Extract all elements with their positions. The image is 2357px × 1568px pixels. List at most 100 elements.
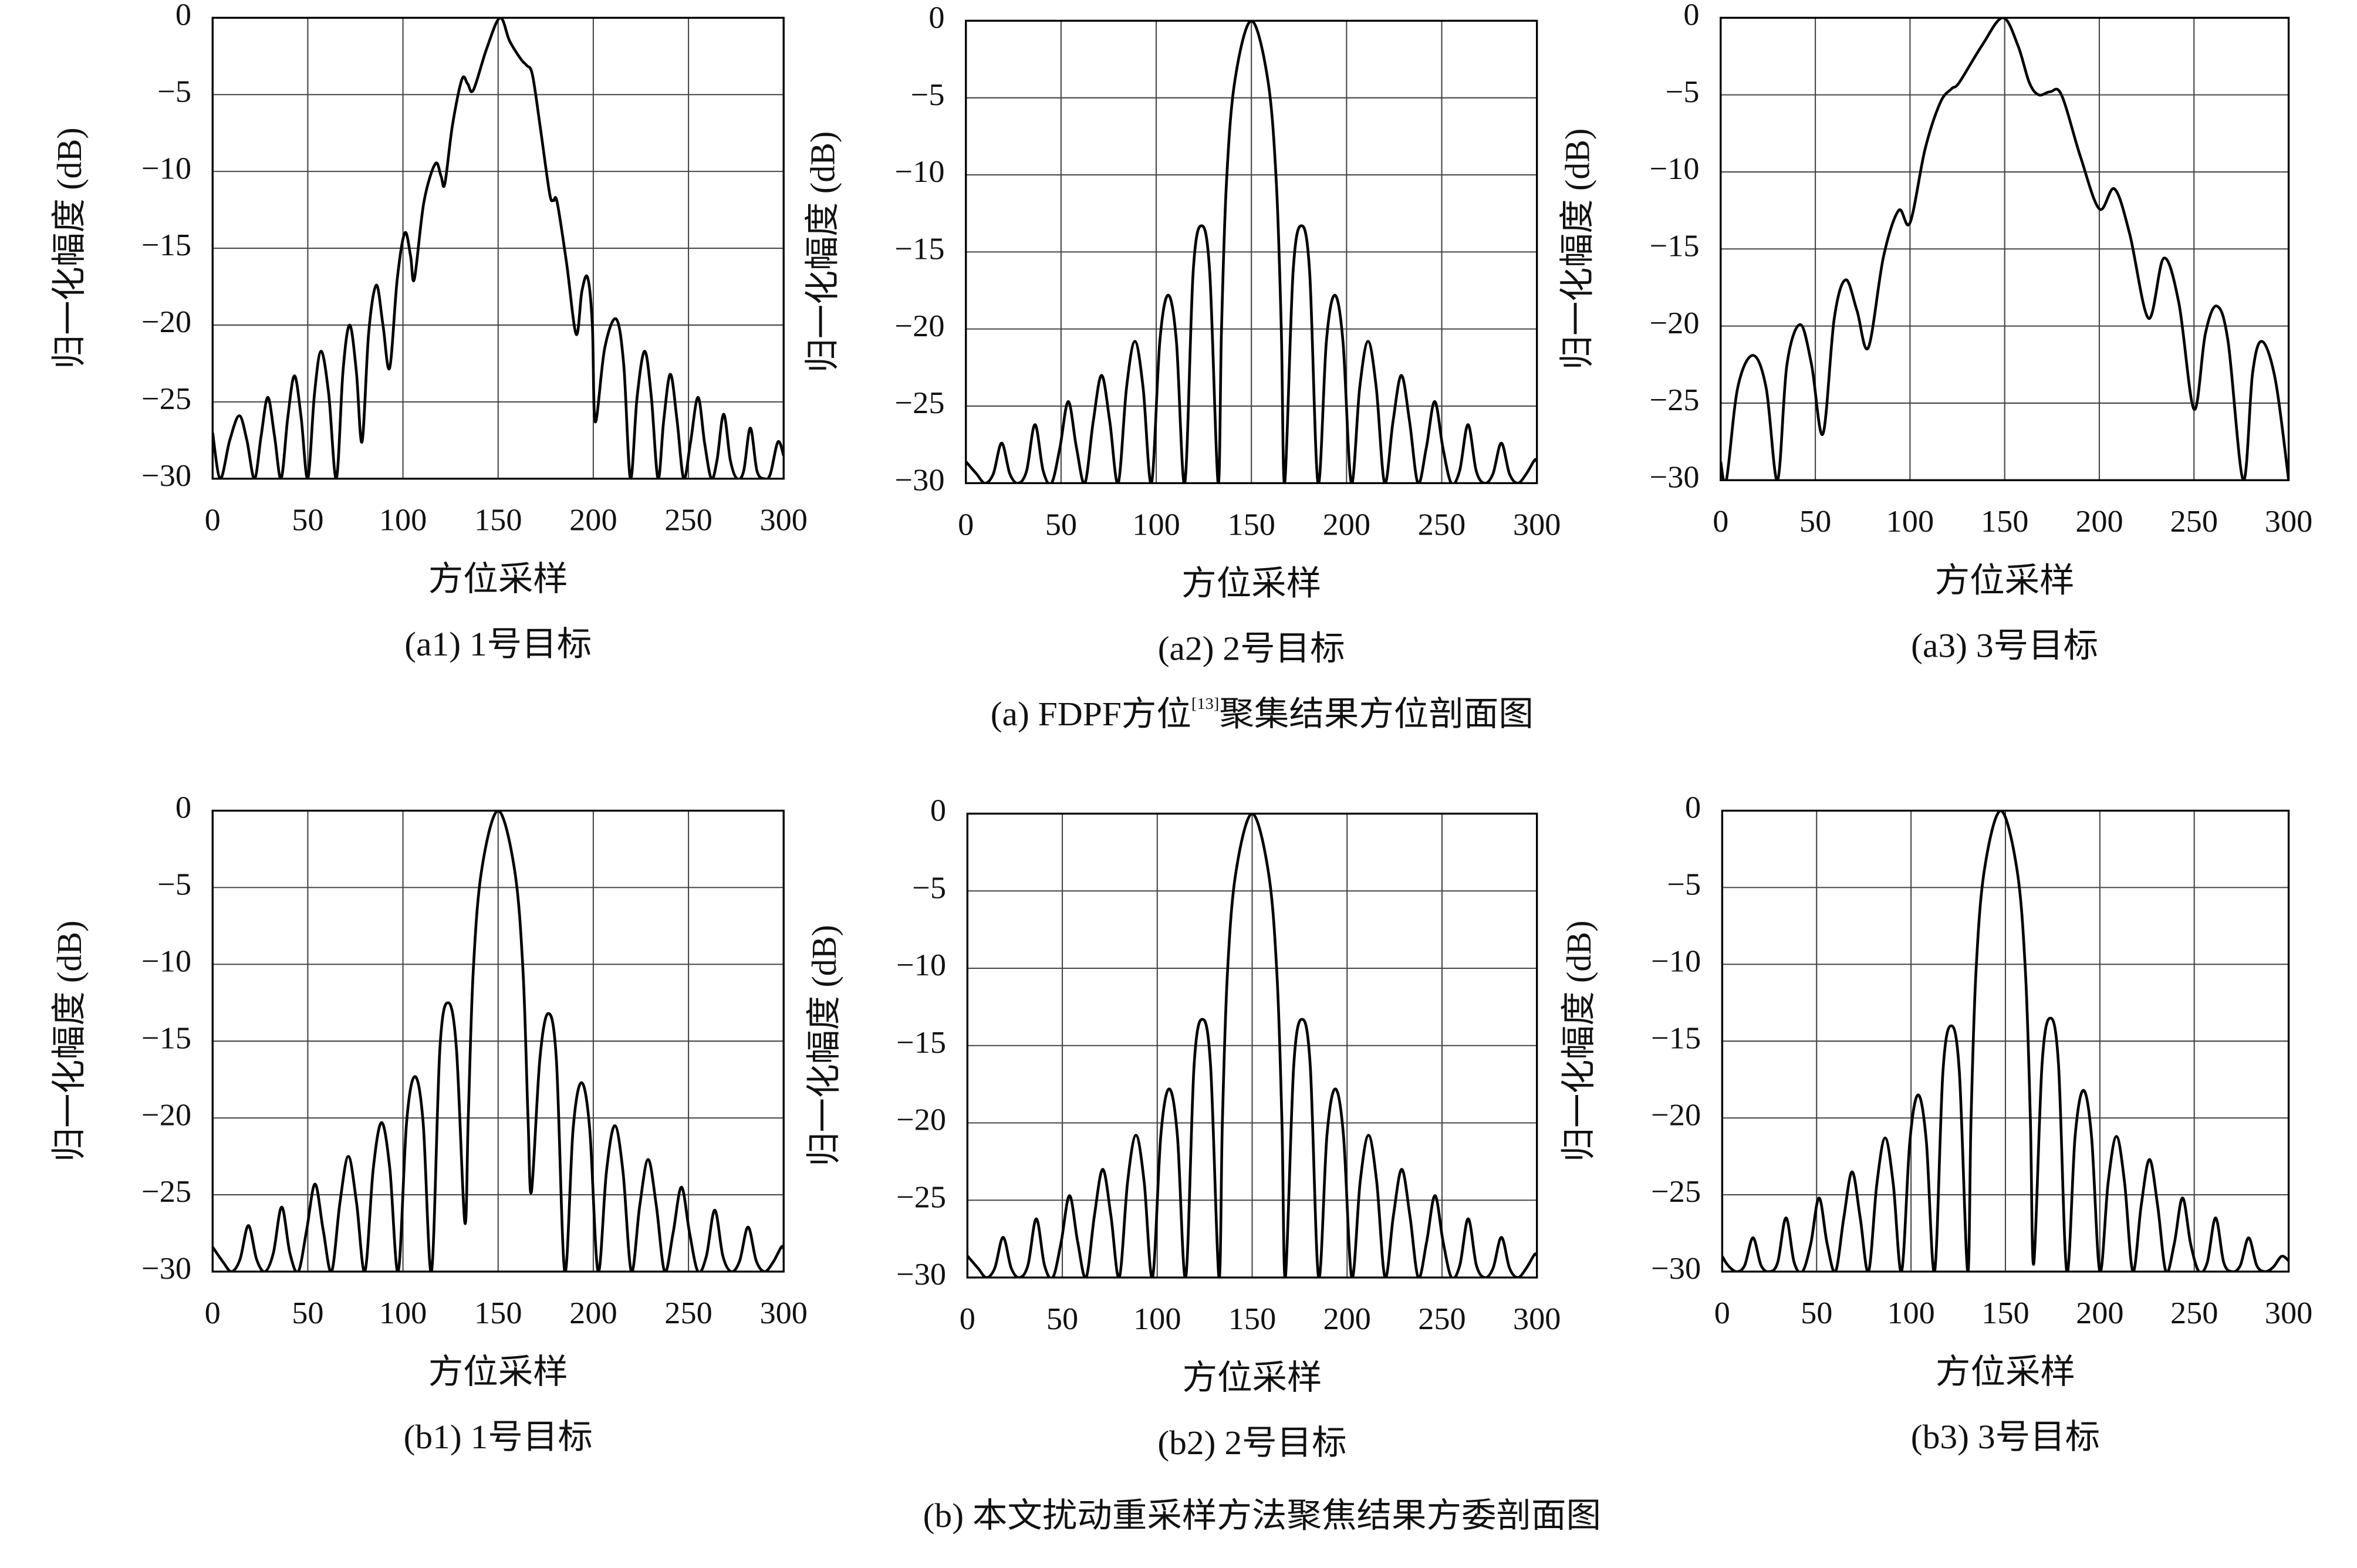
subplot: −30 −25 −20 −15 −10 −5 0 0 50 100 150 200 250 300 方位采样… (50, 790, 808, 1456)
x-tick-label: 250 (1418, 507, 1466, 542)
x-tick-label: 50 (292, 1295, 323, 1330)
x-tick-label: 300 (1513, 1302, 1561, 1336)
x-tick-label: 0 (1713, 504, 1728, 539)
x-tick-label: 100 (1887, 1295, 1935, 1330)
x-tick-label: 0 (960, 1302, 975, 1336)
x-axis-label: 方位采样 (1182, 1359, 1322, 1397)
y-tick-label: −25 (896, 1180, 946, 1214)
x-tick-label: 150 (1981, 1295, 2030, 1330)
data-line (965, 21, 1537, 484)
y-tick-label: −15 (895, 231, 945, 266)
y-tick-label: −30 (1650, 459, 1700, 494)
y-tick-label: −5 (157, 74, 191, 109)
x-tick-label: 150 (474, 502, 522, 537)
x-tick-label: 50 (292, 502, 323, 537)
y-tick-label: −15 (1650, 228, 1700, 263)
y-axis-label: 归一化幅度 (dB) (50, 920, 89, 1161)
y-tick-label: 0 (1685, 790, 1701, 824)
x-tick-label: 50 (1045, 507, 1077, 542)
data-line (212, 18, 784, 479)
x-tick-label: 200 (1323, 1302, 1371, 1336)
caption-text: 聚集结果方位剖面图 (1219, 695, 1534, 732)
x-tick-label: 100 (1886, 504, 1934, 539)
y-tick-label: −25 (1650, 383, 1700, 417)
y-tick-label: −30 (896, 1257, 946, 1292)
x-tick-label: 200 (2075, 504, 2123, 539)
y-tick-label: −20 (141, 1097, 191, 1132)
y-axis-label: 归一化幅度 (dB) (803, 131, 842, 373)
y-axis-label: 归一化幅度 (dB) (1558, 129, 1597, 370)
subplot-title: (a3) 3号目标 (1911, 627, 2098, 664)
y-tick-label: 0 (1683, 0, 1699, 32)
caption-ref: [13] (1191, 695, 1219, 714)
x-tick-label: 150 (1981, 504, 2029, 539)
subplot: −30 −25 −20 −15 −10 −5 0 0 50 100 150 200 250 300 方位采样… (1558, 0, 2313, 664)
y-tick-label: −20 (141, 305, 191, 339)
y-tick-label: −25 (141, 1174, 191, 1209)
x-tick-label: 100 (379, 502, 427, 537)
y-axis-label: 归一化幅度 (dB) (1559, 920, 1598, 1161)
y-tick-label: −15 (141, 228, 191, 262)
y-tick-label: −10 (141, 944, 191, 978)
x-tick-label: 250 (2170, 504, 2218, 539)
y-tick-label: −30 (895, 462, 945, 497)
subplot-title: (b1) 1号目标 (404, 1418, 593, 1456)
y-tick-label: 0 (930, 793, 946, 827)
subplot-title: (b3) 3号目标 (1911, 1418, 2100, 1456)
subplot: −30 −25 −20 −15 −10 −5 0 0 50 100 150 200 250 300 方位采样… (1559, 790, 2312, 1456)
y-tick-label: −20 (1651, 1097, 1701, 1132)
y-tick-label: −5 (911, 77, 945, 111)
y-tick-label: −20 (896, 1102, 946, 1137)
x-tick-label: 100 (1132, 507, 1180, 542)
x-tick-label: 150 (1228, 1302, 1277, 1336)
y-tick-label: −30 (1651, 1251, 1701, 1286)
y-tick-label: −5 (1667, 867, 1701, 901)
y-tick-label: −15 (141, 1020, 191, 1055)
data-line (1722, 810, 2289, 1272)
y-tick-label: −10 (1650, 151, 1700, 186)
y-tick-label: 0 (175, 0, 191, 32)
x-tick-label: 300 (2265, 504, 2313, 539)
x-tick-label: 0 (1714, 1295, 1730, 1330)
x-tick-label: 100 (1133, 1302, 1181, 1336)
x-tick-label: 0 (958, 507, 974, 542)
y-axis-label: 归一化幅度 (dB) (50, 127, 89, 369)
x-tick-label: 150 (1227, 507, 1275, 542)
y-tick-label: −5 (912, 870, 946, 905)
x-axis-label: 方位采样 (428, 560, 568, 597)
y-tick-label: −30 (141, 458, 191, 493)
y-tick-label: −5 (157, 867, 191, 901)
y-tick-label: 0 (928, 0, 944, 35)
data-line (1720, 18, 2289, 481)
y-tick-label: −30 (141, 1251, 191, 1286)
y-tick-label: −15 (1651, 1020, 1701, 1055)
x-tick-label: 0 (205, 1295, 221, 1330)
x-tick-label: 250 (664, 502, 712, 537)
y-tick-label: −10 (141, 151, 191, 185)
y-tick-label: −25 (1651, 1174, 1701, 1209)
x-tick-label: 300 (1513, 507, 1561, 542)
y-tick-label: −10 (1651, 944, 1701, 978)
data-line (967, 813, 1537, 1278)
x-axis-label: 方位采样 (1181, 565, 1321, 602)
y-tick-label: −15 (896, 1025, 946, 1060)
subplot: −30 −25 −20 −15 −10 −5 0 0 50 100 150 200 250 300 方位采样… (803, 0, 1561, 667)
x-tick-label: 250 (2170, 1295, 2218, 1330)
subplot-title: (b2) 2号目标 (1157, 1424, 1346, 1462)
x-tick-label: 0 (205, 502, 221, 537)
x-tick-label: 150 (474, 1295, 522, 1330)
x-tick-label: 50 (1801, 1295, 1832, 1330)
y-tick-label: −25 (895, 386, 945, 420)
caption: (a) FDPF方位[13]聚集结果方位剖面图 (991, 695, 1534, 732)
x-tick-label: 250 (664, 1295, 712, 1330)
x-tick-label: 300 (759, 502, 808, 537)
plot-frame (1721, 809, 2290, 1273)
subplot-title: (a2) 2号目标 (1158, 630, 1345, 667)
subplot-title: (a1) 1号目标 (404, 626, 592, 663)
x-axis-label: 方位采样 (1935, 562, 2075, 599)
x-tick-label: 100 (379, 1295, 427, 1330)
y-tick-label: −20 (1650, 305, 1700, 340)
y-axis-label: 归一化幅度 (dB) (805, 925, 843, 1166)
